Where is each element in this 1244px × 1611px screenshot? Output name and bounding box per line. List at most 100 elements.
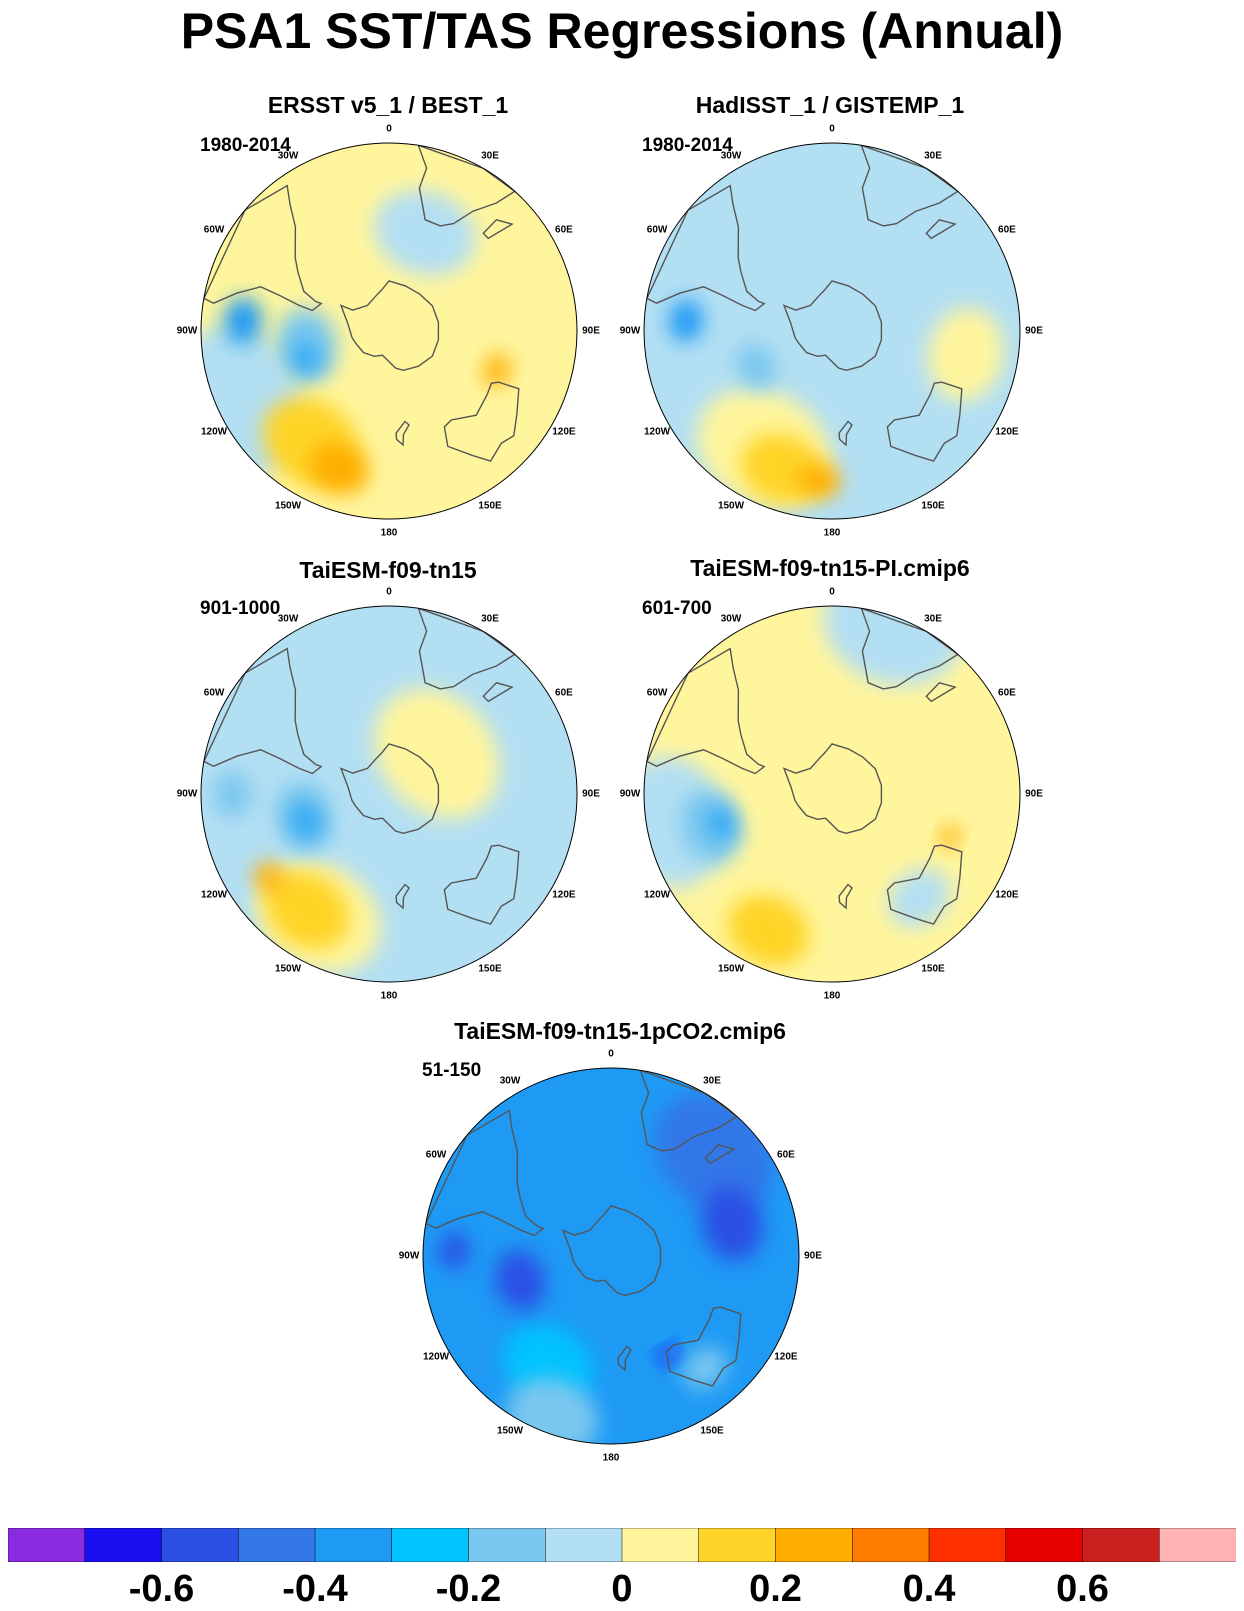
panel-title: TaiESM-f09-tn15-1pCO2.cmip6 (454, 1018, 786, 1044)
longitude-label: 0 (608, 1048, 614, 1060)
longitude-label: 120W (423, 1351, 450, 1363)
longitude-label: 0 (829, 123, 835, 135)
longitude-label: 60W (646, 687, 668, 699)
coastline-madagascar (482, 682, 514, 703)
longitude-label: 90W (619, 788, 641, 800)
longitude-label: 150W (717, 500, 745, 512)
panel-period: 901-1000 (200, 598, 281, 619)
colorbar-swatch (314, 1528, 393, 1562)
colorbar-tick-label: 0.4 (902, 1568, 956, 1610)
colorbar-tick-label: -0.6 (128, 1568, 195, 1610)
longitude-label: 30E (924, 613, 942, 625)
panel-period: 601-700 (642, 598, 712, 619)
longitude-label: 30E (924, 150, 942, 162)
anomaly-region-3 (797, 463, 841, 498)
colorbar-tick-label: 0.6 (1056, 1568, 1109, 1610)
longitude-label: 60W (203, 687, 225, 699)
coastline-australia (665, 1306, 742, 1387)
anomaly-region-5 (439, 1231, 470, 1270)
longitude-label: 150W (274, 500, 302, 512)
coastline-antarctica (339, 743, 440, 835)
polar-map (200, 142, 578, 520)
colorbar-swatch (1159, 1528, 1236, 1562)
panel-title: TaiESM-f09-tn15-PI.cmip6 (690, 555, 970, 581)
anomaly-region-1 (701, 1186, 763, 1261)
anomaly-region-4 (224, 297, 262, 345)
longitude-label: 180 (380, 990, 398, 1002)
map-border (643, 142, 1021, 520)
colorbar-swatch (238, 1528, 316, 1562)
anomaly-region-7 (683, 1347, 727, 1389)
anomaly-region-1 (927, 307, 1004, 402)
figure-title: PSA1 SST/TAS Regressions (Annual) (180, 3, 1064, 59)
longitude-label: 120E (552, 889, 576, 901)
longitude-label: 150W (274, 963, 302, 975)
coastline-antarctica (339, 280, 440, 372)
coastline-newZealand (838, 420, 853, 447)
coastline-southAmerica (202, 184, 323, 312)
panel-title: TaiESM-f09-tn15 (299, 557, 477, 583)
map-background-field (201, 606, 577, 982)
polar-map (643, 142, 1021, 520)
longitude-label: 0 (386, 123, 392, 135)
longitude-label: 60E (998, 687, 1016, 699)
longitude-label: 90W (619, 325, 641, 337)
anomaly-region-4 (736, 343, 776, 390)
longitude-label: 120E (995, 426, 1019, 438)
longitude-label: 90W (398, 1250, 420, 1262)
colorbar-tick-label: 0.2 (749, 1568, 802, 1610)
anomaly-region-7 (483, 354, 511, 387)
longitude-label: 180 (602, 1452, 620, 1464)
coastline-antarctica (782, 280, 883, 372)
longitude-label: 180 (823, 990, 841, 1002)
anomaly-region-5 (940, 825, 960, 849)
colorbar-swatch (928, 1528, 1007, 1562)
coastline-africa (417, 144, 517, 227)
coastline-newZealand (395, 420, 410, 447)
longitude-label: 30W (499, 1075, 521, 1087)
anomaly-region-6 (213, 770, 252, 818)
coastline-madagascar (482, 219, 514, 240)
longitude-label: 90W (176, 788, 198, 800)
anomaly-region-6 (309, 443, 369, 494)
longitude-label: 120E (774, 1351, 798, 1363)
anomaly-region-5 (290, 802, 321, 840)
longitude-label: 60W (425, 1149, 447, 1161)
coastline-antarctica (782, 743, 883, 835)
colorbar-swatch (852, 1528, 930, 1562)
colorbar-swatch (468, 1528, 546, 1562)
longitude-label: 150E (478, 500, 502, 512)
coastline-southAmerica (645, 647, 766, 775)
longitude-label: 30W (277, 150, 299, 162)
anomaly-region-3 (707, 807, 735, 840)
anomaly-region-5 (669, 299, 704, 342)
coastline-newZealand (838, 883, 853, 910)
longitude-label: 120W (201, 426, 228, 438)
coastline-madagascar (925, 682, 957, 703)
anomaly-region-2 (265, 871, 350, 950)
anomaly-region-6 (659, 1347, 678, 1364)
longitude-label: 60E (998, 224, 1016, 236)
colorbar-tick-label: -0.2 (435, 1568, 502, 1610)
polar-map (200, 605, 578, 983)
longitude-label: 120W (644, 426, 671, 438)
polar-map (643, 605, 1021, 983)
longitude-label: 60E (555, 224, 573, 236)
longitude-label: 120W (644, 889, 671, 901)
longitude-label: 150E (478, 963, 502, 975)
panel-period: 1980-2014 (200, 135, 291, 156)
colorbar-swatch (621, 1528, 700, 1562)
longitude-label: 60E (777, 1149, 795, 1161)
coastline-newZealand (617, 1345, 632, 1372)
map-border (200, 142, 578, 520)
longitude-label: 60W (203, 224, 225, 236)
coastline-africa (860, 607, 960, 690)
anomaly-region-3 (254, 862, 284, 894)
longitude-label: 30E (481, 613, 499, 625)
coastline-southAmerica (645, 184, 766, 312)
panel-period: 1980-2014 (642, 135, 733, 156)
anomaly-region-0 (374, 688, 500, 819)
coastline-africa (639, 1069, 739, 1152)
longitude-label: 180 (380, 527, 398, 539)
anomaly-region-4 (495, 1250, 546, 1311)
